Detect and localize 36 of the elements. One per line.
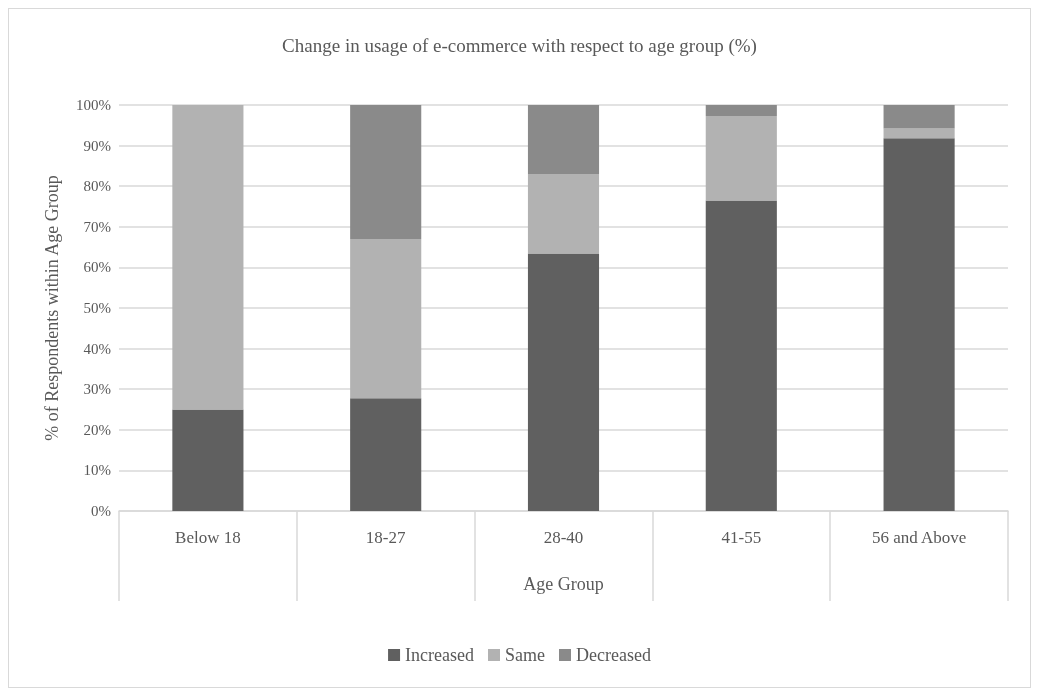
legend-label: Increased [405, 645, 475, 665]
x-axis-title: Age Group [523, 574, 604, 594]
y-tick-label: 70% [83, 218, 111, 235]
y-axis-title: % of Respondents within Age Group [42, 175, 62, 441]
x-tick-label: 56 and Above [871, 528, 967, 547]
bar [172, 409, 244, 511]
y-tick-label: 90% [83, 137, 111, 154]
y-tick-label: 20% [83, 421, 111, 438]
bar [883, 138, 955, 511]
bar [350, 238, 422, 399]
bar [350, 105, 422, 239]
x-tick-label: Below 18 [175, 528, 241, 547]
y-tick-label: 10% [83, 462, 111, 479]
y-tick-label: 80% [83, 178, 111, 195]
bar [705, 200, 777, 511]
bar [705, 105, 777, 116]
bar [705, 115, 777, 201]
x-tick-label: 18-27 [365, 528, 407, 547]
x-tick-label: 41-55 [721, 528, 762, 547]
legend-label: Same [505, 645, 546, 665]
y-tick-label: 0% [91, 503, 111, 519]
y-tick-label: 40% [83, 340, 111, 357]
x-tick-label: 28-40 [543, 528, 584, 547]
bar [172, 105, 244, 410]
bar [527, 174, 600, 254]
legend-label: Decreased [576, 645, 651, 665]
y-tick-label: 50% [83, 300, 111, 316]
bar [883, 105, 955, 129]
chart-title: Change in usage of e-commerce with respect to age group (%) [282, 35, 757, 57]
y-tick-label: 60% [83, 259, 111, 276]
bar [527, 253, 600, 511]
bar [350, 398, 422, 511]
y-tick-label: 30% [83, 381, 111, 398]
bar [883, 128, 955, 139]
y-tick-label: 100% [76, 97, 111, 113]
bar [527, 105, 600, 175]
